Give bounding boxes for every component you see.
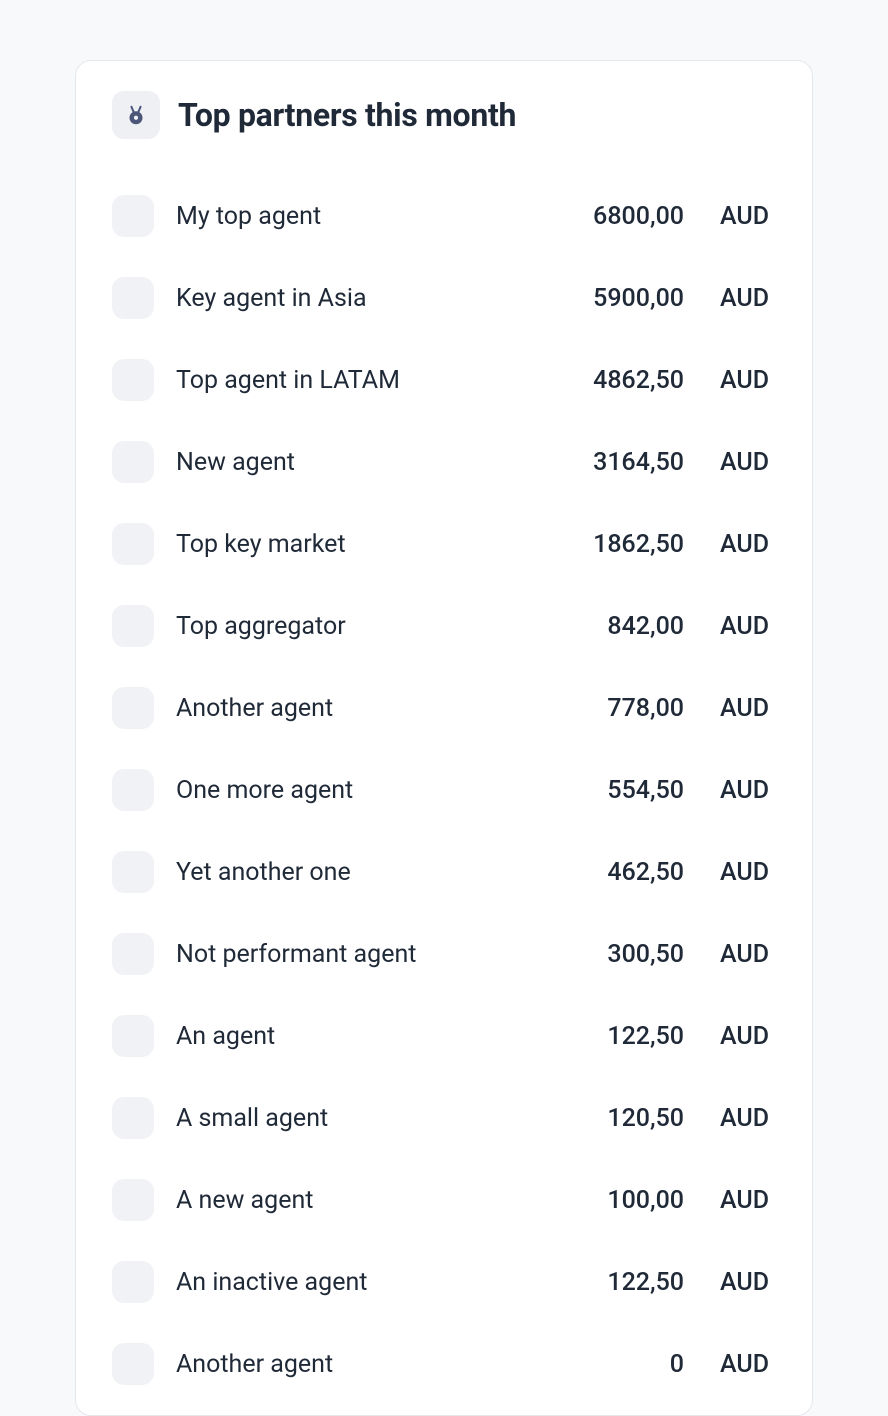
partner-amount: 4862,50 [593,366,684,395]
partner-avatar [112,1261,154,1303]
partner-name: New agent [176,448,571,477]
partner-currency: AUD [720,1186,776,1215]
partner-currency: AUD [720,448,776,477]
partner-name: Top agent in LATAM [176,366,571,395]
partner-amount: 122,50 [607,1022,684,1051]
partner-name: An agent [176,1022,585,1051]
partner-name: One more agent [176,776,585,805]
partner-row[interactable]: Top aggregator 842,00 AUD [112,585,776,667]
partner-amount: 554,50 [607,776,684,805]
partner-row[interactable]: Top agent in LATAM 4862,50 AUD [112,339,776,421]
medal-icon-badge [112,91,160,139]
partner-name: A small agent [176,1104,585,1133]
partner-row[interactable]: An inactive agent 122,50 AUD [112,1241,776,1323]
partner-amount: 462,50 [607,858,684,887]
partner-currency: AUD [720,1104,776,1133]
partner-amount: 122,50 [607,1268,684,1297]
partner-amount: 842,00 [607,612,684,641]
partner-avatar [112,687,154,729]
partner-currency: AUD [720,1022,776,1051]
card-title: Top partners this month [178,96,516,134]
partner-name: Another agent [176,694,585,723]
partner-currency: AUD [720,530,776,559]
partner-currency: AUD [720,776,776,805]
partner-currency: AUD [720,858,776,887]
partner-currency: AUD [720,202,776,231]
partner-currency: AUD [720,366,776,395]
partner-currency: AUD [720,1268,776,1297]
partner-row[interactable]: One more agent 554,50 AUD [112,749,776,831]
partner-currency: AUD [720,612,776,641]
partner-currency: AUD [720,284,776,313]
partner-avatar [112,195,154,237]
partner-amount: 5900,00 [593,284,684,313]
partner-currency: AUD [720,694,776,723]
partner-amount: 6800,00 [593,202,684,231]
partner-amount: 778,00 [607,694,684,723]
partner-amount: 120,50 [607,1104,684,1133]
partner-name: Yet another one [176,858,585,887]
partner-name: Top key market [176,530,571,559]
partner-amount: 300,50 [607,940,684,969]
partner-avatar [112,277,154,319]
partner-row[interactable]: New agent 3164,50 AUD [112,421,776,503]
partner-row[interactable]: An agent 122,50 AUD [112,995,776,1077]
partner-avatar [112,1343,154,1385]
partner-name: Not performant agent [176,940,585,969]
partner-avatar [112,1179,154,1221]
partner-row[interactable]: Another agent 778,00 AUD [112,667,776,749]
partner-avatar [112,1097,154,1139]
partner-name: A new agent [176,1186,585,1215]
partner-name: Top aggregator [176,612,585,641]
partner-row[interactable]: Key agent in Asia 5900,00 AUD [112,257,776,339]
partner-avatar [112,441,154,483]
partner-amount: 1862,50 [593,530,684,559]
partner-avatar [112,359,154,401]
partner-avatar [112,851,154,893]
partner-name: Another agent [176,1350,648,1379]
partner-row[interactable]: Top key market 1862,50 AUD [112,503,776,585]
partners-list: My top agent 6800,00 AUD Key agent in Asia 5… [112,175,776,1405]
partner-avatar [112,933,154,975]
partner-amount: 100,00 [607,1186,684,1215]
partner-amount: 0 [670,1350,684,1379]
partner-row[interactable]: Not performant agent 300,50 AUD [112,913,776,995]
partner-row[interactable]: A small agent 120,50 AUD [112,1077,776,1159]
partner-amount: 3164,50 [593,448,684,477]
partner-row[interactable]: Another agent 0 AUD [112,1323,776,1405]
partner-row[interactable]: A new agent 100,00 AUD [112,1159,776,1241]
partner-currency: AUD [720,940,776,969]
card-header: Top partners this month [112,91,776,139]
partner-avatar [112,769,154,811]
top-partners-card: Top partners this month My top agent 6800… [75,60,813,1416]
partner-avatar [112,1015,154,1057]
partner-name: An inactive agent [176,1268,585,1297]
partner-row[interactable]: My top agent 6800,00 AUD [112,175,776,257]
partner-avatar [112,523,154,565]
partner-name: Key agent in Asia [176,284,571,313]
partner-row[interactable]: Yet another one 462,50 AUD [112,831,776,913]
partner-avatar [112,605,154,647]
partner-name: My top agent [176,202,571,231]
partner-currency: AUD [720,1350,776,1379]
medal-icon [125,104,147,126]
